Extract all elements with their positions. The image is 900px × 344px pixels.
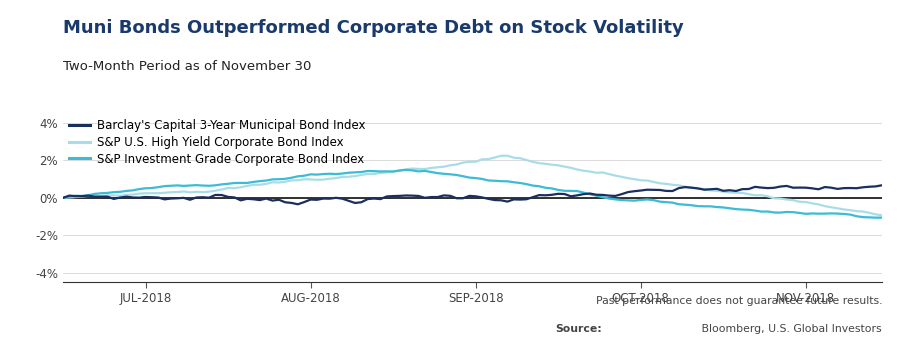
Text: Muni Bonds Outperformed Corporate Debt on Stock Volatility: Muni Bonds Outperformed Corporate Debt o…: [63, 19, 684, 36]
Text: Past performance does not guarantee future results.: Past performance does not guarantee futu…: [596, 296, 882, 306]
Text: Bloomberg, U.S. Global Investors: Bloomberg, U.S. Global Investors: [698, 324, 882, 334]
Text: Source:: Source:: [555, 324, 602, 334]
Text: Two-Month Period as of November 30: Two-Month Period as of November 30: [63, 60, 311, 73]
Legend: Barclay's Capital 3-Year Municipal Bond Index, S&P U.S. High Yield Corporate Bon: Barclay's Capital 3-Year Municipal Bond …: [69, 119, 365, 165]
